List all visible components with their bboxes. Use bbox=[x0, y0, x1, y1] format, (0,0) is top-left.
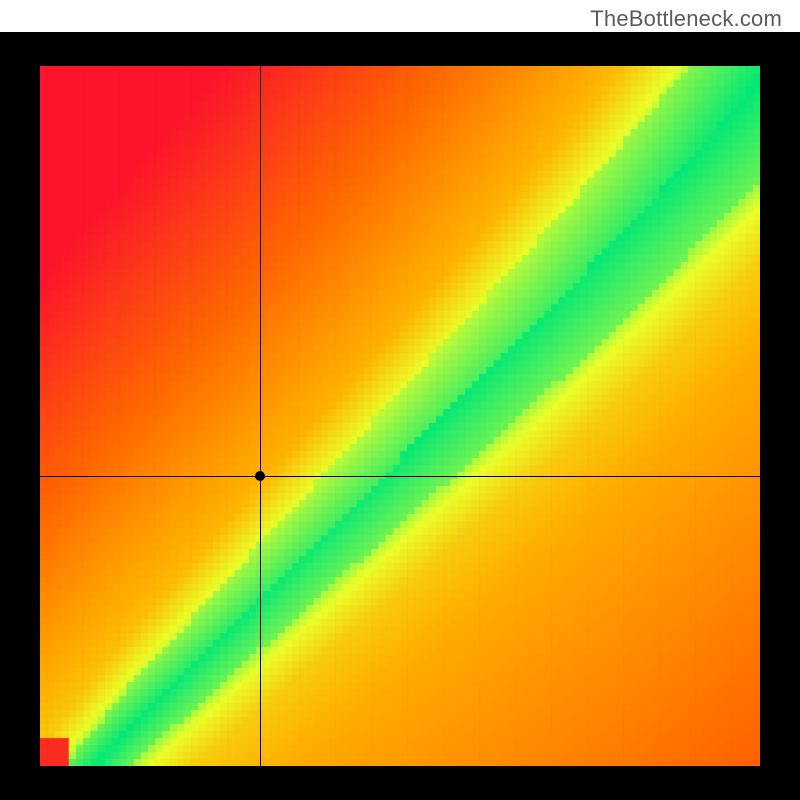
crosshair-vertical bbox=[260, 66, 261, 766]
plot-area bbox=[40, 66, 760, 766]
outer-black-frame bbox=[0, 32, 800, 800]
bottleneck-heatmap-canvas bbox=[40, 66, 760, 766]
crosshair-horizontal bbox=[40, 476, 760, 477]
crosshair-marker-dot bbox=[255, 471, 265, 481]
root-container: TheBottleneck.com bbox=[0, 0, 800, 800]
watermark-text: TheBottleneck.com bbox=[590, 6, 782, 32]
